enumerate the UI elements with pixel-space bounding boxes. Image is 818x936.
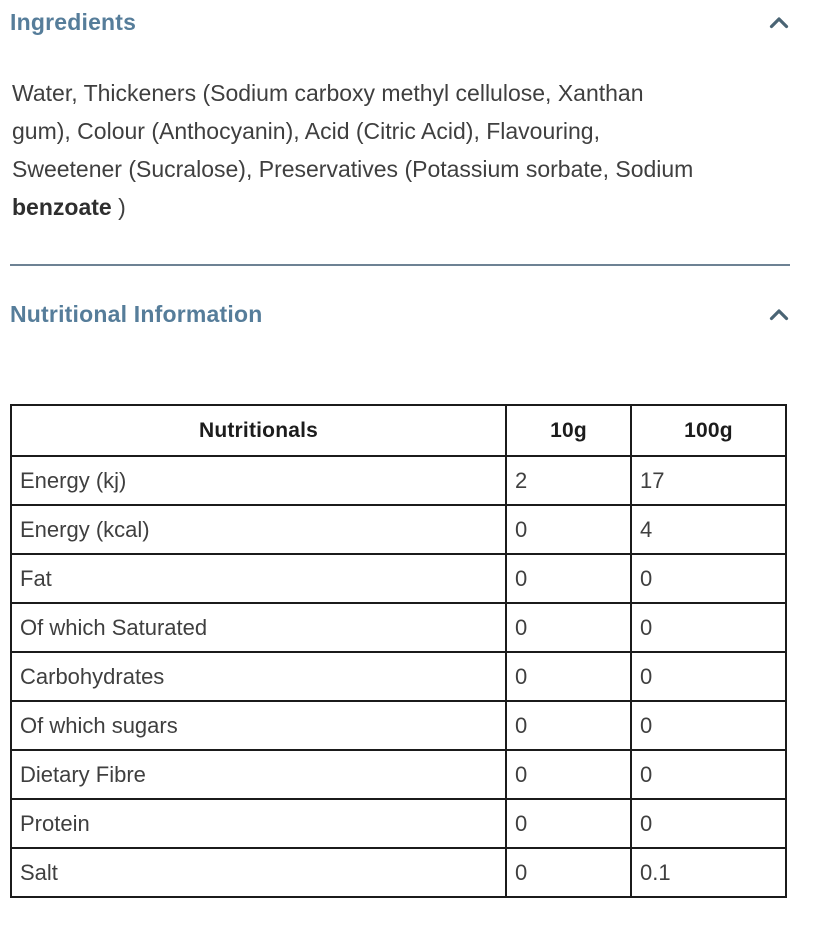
value-10g: 0	[505, 602, 632, 653]
value-100g: 0.1	[630, 847, 787, 898]
table-row: Fat 0 0	[10, 553, 787, 604]
nutrient-label: Salt	[10, 847, 507, 898]
nutrition-accordion-header[interactable]: Nutritional Information	[10, 300, 790, 328]
nutrient-label: Of which sugars	[10, 700, 507, 751]
table-row: Energy (kcal) 0 4	[10, 504, 787, 555]
chevron-up-icon[interactable]	[768, 306, 790, 322]
value-10g: 0	[505, 847, 632, 898]
nutritional-information-section: Nutritional Information Nutritionals 10g…	[10, 300, 790, 898]
nutrient-label: Fat	[10, 553, 507, 604]
table-row: Salt 0 0.1	[10, 847, 787, 898]
nutrient-label: Dietary Fibre	[10, 749, 507, 800]
ingredients-title: Ingredients	[10, 8, 137, 35]
value-10g: 0	[505, 798, 632, 849]
section-divider	[10, 264, 790, 266]
value-10g: 0	[505, 651, 632, 702]
column-header-nutritionals: Nutritionals	[10, 404, 507, 457]
value-10g: 0	[505, 504, 632, 555]
table-row: Energy (kj) 2 17	[10, 455, 787, 506]
nutrient-label: Of which Saturated	[10, 602, 507, 653]
nutritional-information-title: Nutritional Information	[10, 300, 263, 327]
value-100g: 0	[630, 749, 787, 800]
value-100g: 0	[630, 700, 787, 751]
nutrition-table: Nutritionals 10g 100g Energy (kj) 2 17 E…	[10, 404, 787, 898]
value-10g: 2	[505, 455, 632, 506]
nutrient-label: Protein	[10, 798, 507, 849]
nutrient-label: Energy (kj)	[10, 455, 507, 506]
value-10g: 0	[505, 700, 632, 751]
value-100g: 0	[630, 553, 787, 604]
value-10g: 0	[505, 749, 632, 800]
value-10g: 0	[505, 553, 632, 604]
ingredients-text-suffix: )	[118, 194, 126, 220]
table-row: Dietary Fibre 0 0	[10, 749, 787, 800]
nutrient-label: Energy (kcal)	[10, 504, 507, 555]
nutrient-label: Carbohydrates	[10, 651, 507, 702]
ingredients-text-main: Water, Thickeners (Sodium carboxy methyl…	[12, 80, 694, 182]
value-100g: 0	[630, 651, 787, 702]
table-row: Protein 0 0	[10, 798, 787, 849]
value-100g: 0	[630, 798, 787, 849]
table-row: Of which sugars 0 0	[10, 700, 787, 751]
value-100g: 0	[630, 602, 787, 653]
value-100g: 17	[630, 455, 787, 506]
table-header-row: Nutritionals 10g 100g	[10, 404, 787, 457]
table-row: Of which Saturated 0 0	[10, 602, 787, 653]
table-row: Carbohydrates 0 0	[10, 651, 787, 702]
ingredients-section: Ingredients Water, Thickeners (Sodium ca…	[10, 8, 790, 226]
value-100g: 4	[630, 504, 787, 555]
ingredients-text: Water, Thickeners (Sodium carboxy methyl…	[12, 74, 702, 226]
column-header-100g: 100g	[630, 404, 787, 457]
ingredients-text-bold: benzoate	[12, 194, 112, 220]
ingredients-accordion-header[interactable]: Ingredients	[10, 8, 790, 36]
column-header-10g: 10g	[505, 404, 632, 457]
chevron-up-icon[interactable]	[768, 14, 790, 30]
